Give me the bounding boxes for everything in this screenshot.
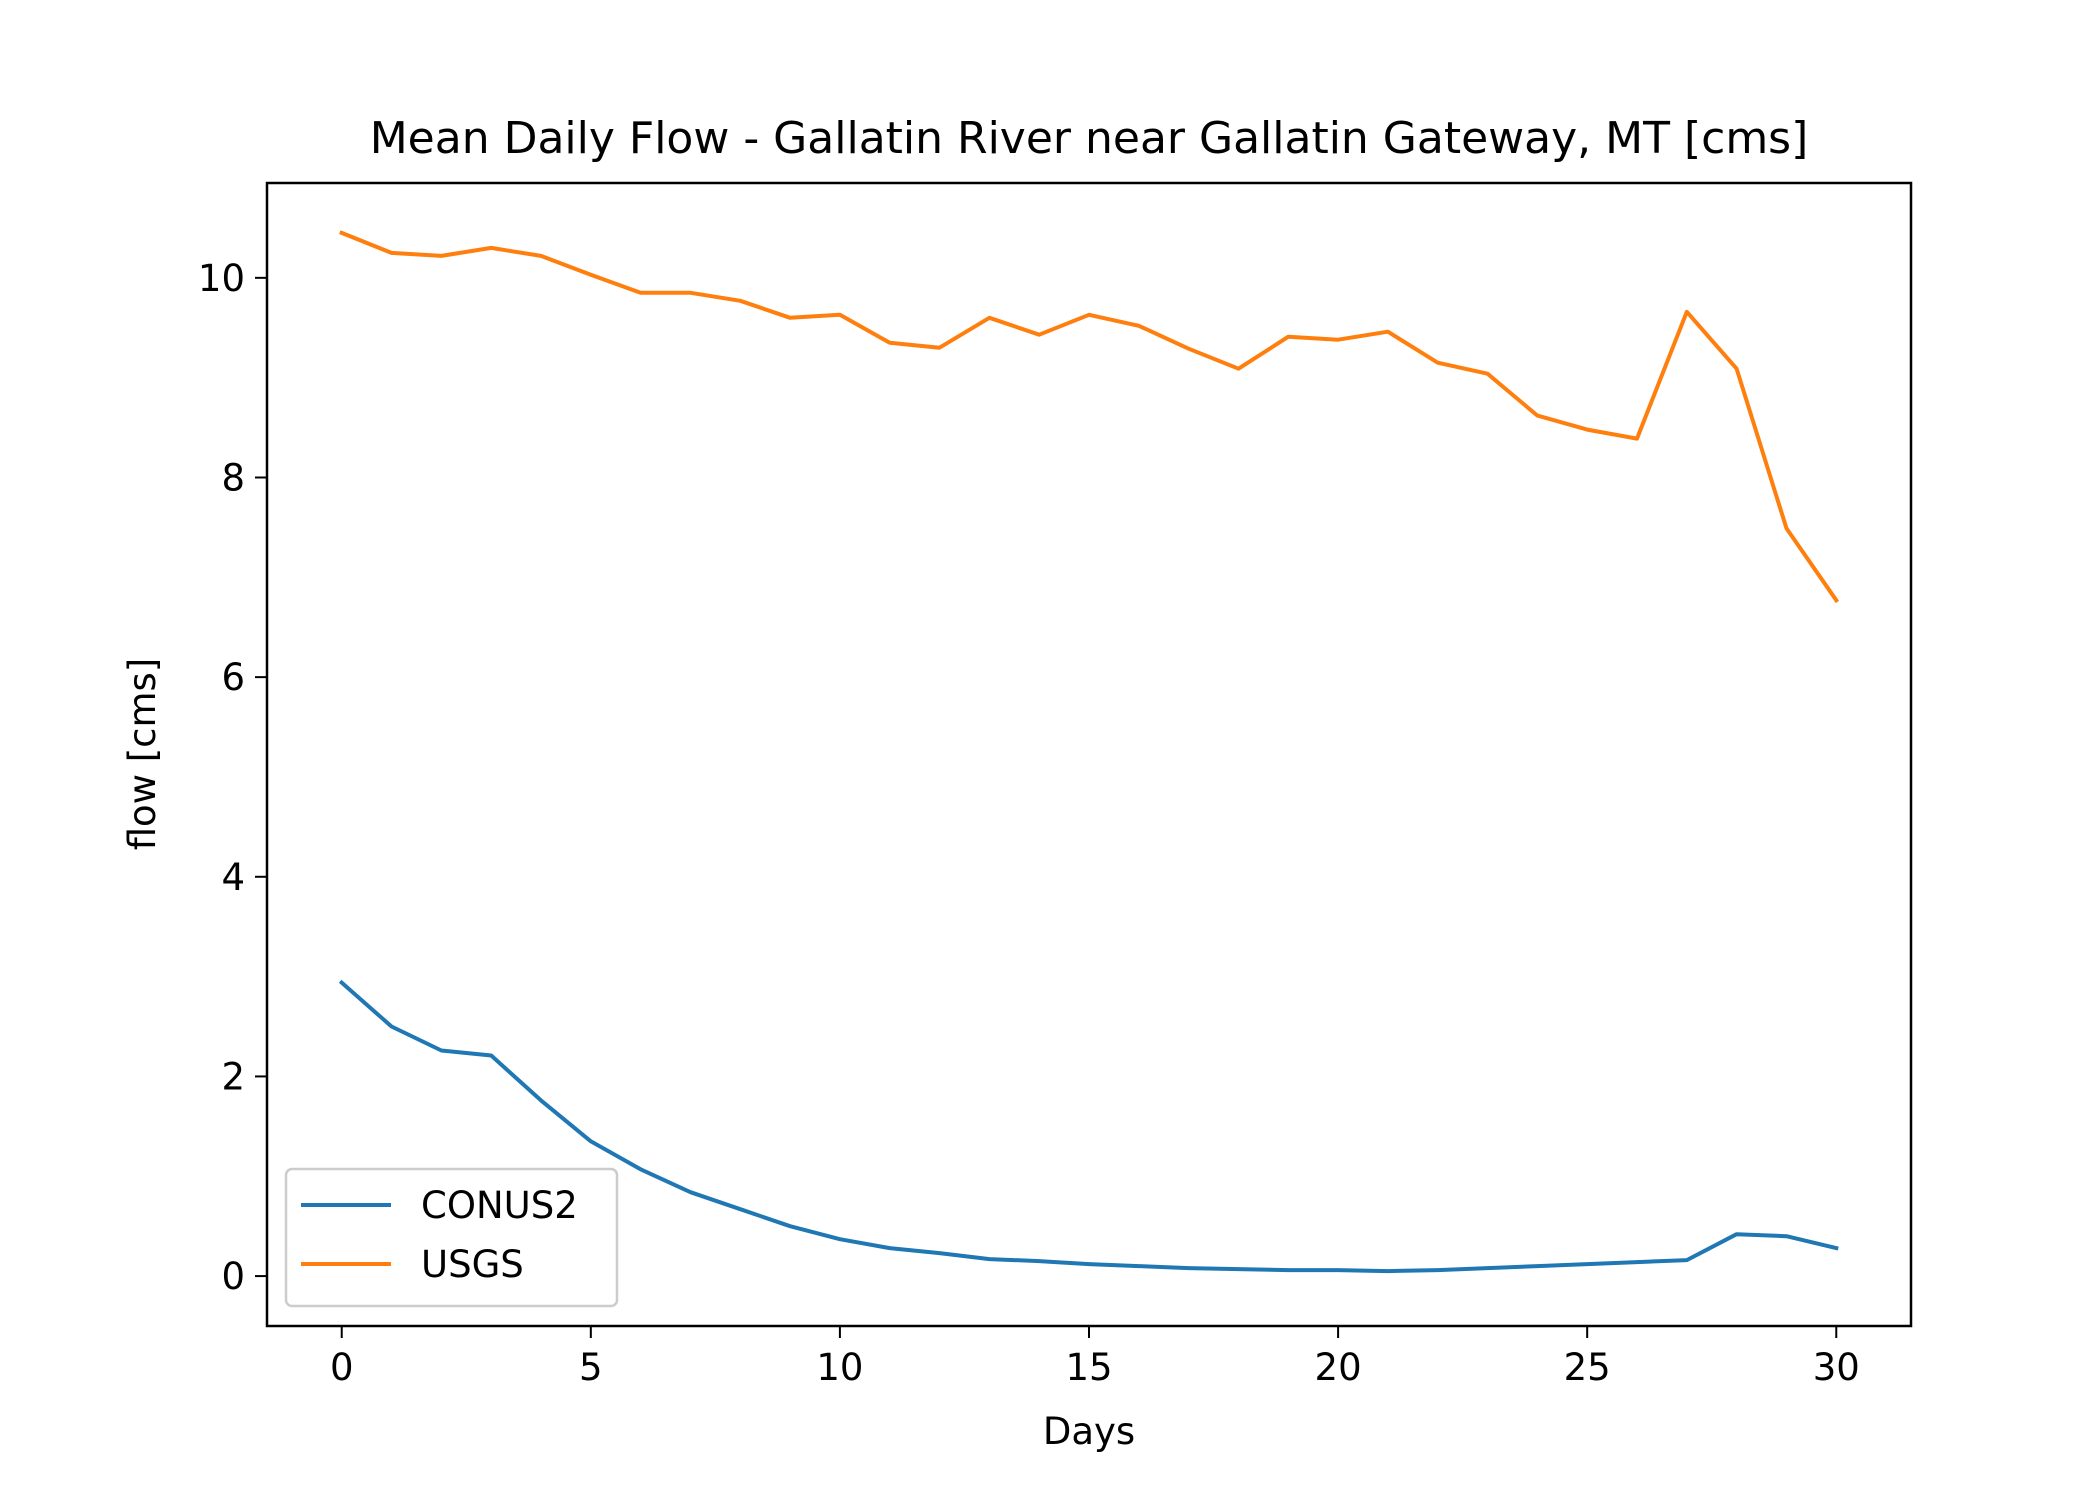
x-tick-label-15: 15 (1065, 1346, 1112, 1389)
legend: CONUS2 USGS (284, 1167, 619, 1308)
legend-label-usgs: USGS (421, 1243, 524, 1286)
chart-title: Mean Daily Flow - Gallatin River near Ga… (370, 113, 1809, 164)
y-tick-label-10: 10 (198, 257, 245, 300)
y-tick-label-0: 0 (221, 1255, 245, 1298)
x-tick-label-10: 10 (816, 1346, 863, 1389)
legend-label-conus2: CONUS2 (421, 1184, 578, 1227)
x-tick-label-25: 25 (1564, 1346, 1611, 1389)
x-tick-label-5: 5 (579, 1346, 603, 1389)
x-tick-label-20: 20 (1315, 1346, 1362, 1389)
x-tick-label-0: 0 (330, 1346, 354, 1389)
y-tick-label-8: 8 (221, 456, 245, 499)
x-axis-title: Days (1043, 1410, 1135, 1453)
y-tick-label-2: 2 (221, 1055, 245, 1098)
x-tick-label-30: 30 (1813, 1346, 1860, 1389)
series-layer (338, 230, 1840, 1274)
ticks-layer: 0 5 10 15 20 25 30 0 2 4 6 8 10 (198, 257, 1860, 1389)
y-tick-label-4: 4 (221, 856, 245, 899)
y-axis-title: flow [cms] (121, 658, 164, 851)
y-tick-label-6: 6 (221, 656, 245, 699)
plot-area-frame (265, 181, 1913, 1328)
